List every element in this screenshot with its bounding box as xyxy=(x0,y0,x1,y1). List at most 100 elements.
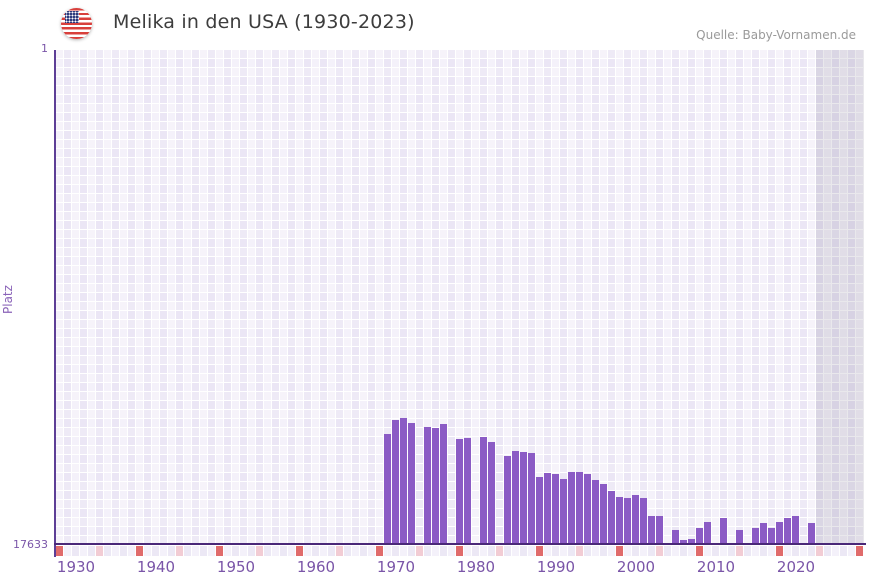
strip-cell-1941 xyxy=(160,546,167,556)
rank-bar-1993[interactable] xyxy=(576,472,583,543)
rank-bar-2020[interactable] xyxy=(792,516,799,543)
strip-cell-2011 xyxy=(720,546,727,556)
rank-bar-1972[interactable] xyxy=(408,423,415,543)
strip-cell-1946 xyxy=(200,546,207,556)
strip-cell-2005 xyxy=(672,546,679,556)
rank-bar-1999[interactable] xyxy=(624,498,631,543)
rank-bar-1974[interactable] xyxy=(424,427,431,543)
strip-cell-1963 xyxy=(336,546,343,556)
rank-bar-2001[interactable] xyxy=(640,498,647,543)
strip-cell-1991 xyxy=(560,546,567,556)
rank-bar-2008[interactable] xyxy=(696,528,703,543)
strip-cell-1970 xyxy=(392,546,399,556)
rank-bar-1994[interactable] xyxy=(584,474,591,543)
us-flag-canton xyxy=(65,11,79,23)
x-tick-label-1930: 1930 xyxy=(56,558,96,576)
rank-bar-1986[interactable] xyxy=(520,452,527,543)
x-tick-label-1950: 1950 xyxy=(216,558,256,576)
strip-cell-1961 xyxy=(320,546,327,556)
y-axis-line xyxy=(54,50,56,557)
rank-bar-2022[interactable] xyxy=(808,523,815,543)
rank-bar-2017[interactable] xyxy=(768,528,775,543)
rank-bar-1984[interactable] xyxy=(504,456,511,543)
rank-bar-1979[interactable] xyxy=(464,438,471,543)
strip-cell-1993 xyxy=(576,546,583,556)
strip-cell-1976 xyxy=(440,546,447,556)
rank-bar-2002[interactable] xyxy=(648,516,655,543)
x-axis-tick-labels: 1930 1940 1950 1960 1970 1980 1990 2000 2010 2020 xyxy=(0,558,873,580)
strip-cell-2008 xyxy=(696,546,703,556)
strip-cell-2016 xyxy=(760,546,767,556)
rank-bar-2009[interactable] xyxy=(704,522,711,543)
rank-bar-1988[interactable] xyxy=(536,477,543,543)
strip-cell-1936 xyxy=(120,546,127,556)
rank-bar-1978[interactable] xyxy=(456,439,463,543)
rank-bar-1987[interactable] xyxy=(528,453,535,543)
strip-cell-2025 xyxy=(832,546,839,556)
x-tick-label-1980: 1980 xyxy=(456,558,496,576)
plot-area[interactable] xyxy=(56,50,864,544)
strip-cell-1948 xyxy=(216,546,223,556)
rank-bar-1982[interactable] xyxy=(488,442,495,543)
strip-cell-2010 xyxy=(712,546,719,556)
strip-cell-2018 xyxy=(776,546,783,556)
rank-bar-1996[interactable] xyxy=(600,484,607,543)
rank-bar-1981[interactable] xyxy=(480,437,487,543)
strip-cell-2013 xyxy=(736,546,743,556)
rank-bar-1997[interactable] xyxy=(608,491,615,543)
rank-bar-2018[interactable] xyxy=(776,522,783,543)
strip-cell-1985 xyxy=(512,546,519,556)
rank-bar-2015[interactable] xyxy=(752,528,759,543)
chart-title: Melika in den USA (1930-2023) xyxy=(113,11,415,33)
rank-bar-1992[interactable] xyxy=(568,472,575,543)
rank-bar-2005[interactable] xyxy=(672,530,679,543)
strip-cell-1973 xyxy=(416,546,423,556)
no-data-shaded-region xyxy=(816,50,864,544)
x-tick-label-2000: 2000 xyxy=(616,558,656,576)
rank-bar-2011[interactable] xyxy=(720,518,727,543)
strip-cell-1937 xyxy=(128,546,135,556)
strip-cell-1955 xyxy=(272,546,279,556)
strip-cell-1995 xyxy=(592,546,599,556)
strip-cell-1957 xyxy=(288,546,295,556)
strip-cell-1951 xyxy=(240,546,247,556)
rank-bar-1985[interactable] xyxy=(512,451,519,543)
rank-bar-1991[interactable] xyxy=(560,479,567,543)
rank-bar-1969[interactable] xyxy=(384,434,391,543)
strip-cell-1928 xyxy=(56,546,63,556)
strip-cell-1977 xyxy=(448,546,455,556)
strip-cell-1940 xyxy=(152,546,159,556)
strip-cell-1962 xyxy=(328,546,335,556)
strip-cell-1980 xyxy=(472,546,479,556)
rank-bar-2016[interactable] xyxy=(760,523,767,543)
strip-cell-1971 xyxy=(400,546,407,556)
strip-cell-1969 xyxy=(384,546,391,556)
rank-bar-1995[interactable] xyxy=(592,480,599,543)
strip-cell-1935 xyxy=(112,546,119,556)
strip-cell-2003 xyxy=(656,546,663,556)
x-tick-label-1970: 1970 xyxy=(376,558,416,576)
strip-cell-1996 xyxy=(600,546,607,556)
rank-bar-1998[interactable] xyxy=(616,497,623,543)
strip-cell-1988 xyxy=(536,546,543,556)
rank-bar-2019[interactable] xyxy=(784,518,791,543)
rank-bar-1990[interactable] xyxy=(552,474,559,543)
strip-cell-2020 xyxy=(792,546,799,556)
rank-bar-1971[interactable] xyxy=(400,418,407,543)
rank-bar-1976[interactable] xyxy=(440,424,447,543)
rank-bar-2007[interactable] xyxy=(688,539,695,543)
rank-bar-2006[interactable] xyxy=(680,540,687,543)
rank-bar-1975[interactable] xyxy=(432,428,439,543)
strip-cell-1929 xyxy=(64,546,71,556)
strip-cell-2006 xyxy=(680,546,687,556)
strip-cell-2028 xyxy=(856,546,863,556)
rank-bar-2013[interactable] xyxy=(736,530,743,543)
strip-cell-1952 xyxy=(248,546,255,556)
rank-bar-2003[interactable] xyxy=(656,516,663,543)
source-credit: Quelle: Baby-Vornamen.de xyxy=(696,28,856,42)
strip-cell-1954 xyxy=(264,546,271,556)
rank-bar-1970[interactable] xyxy=(392,420,399,543)
rank-bar-1989[interactable] xyxy=(544,473,551,543)
strip-cell-1975 xyxy=(432,546,439,556)
rank-bar-2000[interactable] xyxy=(632,495,639,543)
